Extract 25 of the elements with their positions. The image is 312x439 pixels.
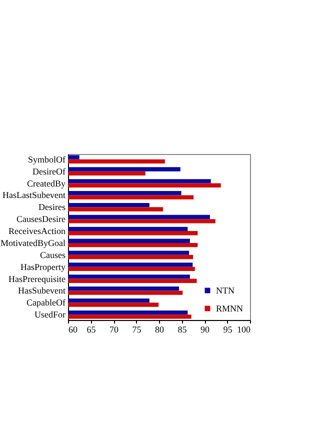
x-tick-label: 95	[223, 324, 233, 334]
y-tick-label: DesireOf	[32, 166, 66, 176]
y-tick-label: SymbolOf	[28, 154, 66, 164]
y-tick-label: HasSubevent	[18, 286, 66, 296]
x-tick-label: 65	[86, 324, 96, 334]
x-tick-label: 100	[237, 324, 251, 334]
y-tick-label: ReceivesAction	[8, 226, 66, 236]
y-tick-label: HasPrerequisite	[8, 274, 66, 284]
x-tick-label: 60	[68, 324, 78, 334]
x-tick-label: 70	[110, 324, 119, 334]
x-tick-label: 80	[155, 324, 164, 334]
y-tick-label: HasLastSubevent	[2, 190, 66, 200]
y-tick-label: CapableOf	[26, 298, 66, 308]
y-tick-label: UsedFor	[34, 310, 66, 320]
legend-label: RMNN	[216, 304, 244, 314]
x-tick-label: 85	[178, 324, 188, 334]
y-tick-label: Causes	[40, 250, 66, 260]
x-tick-label: 75	[132, 324, 142, 334]
y-tick-label: Desires	[38, 202, 66, 212]
legend-label: NTN	[216, 286, 235, 296]
y-tick-label: CausesDesire	[16, 214, 66, 224]
y-tick-label: HasProperty	[20, 262, 66, 272]
y-tick-label: MotivatedByGoal	[0, 238, 66, 248]
y-tick-label: CreatedBy	[27, 178, 66, 188]
x-tick-label: 90	[200, 324, 210, 334]
